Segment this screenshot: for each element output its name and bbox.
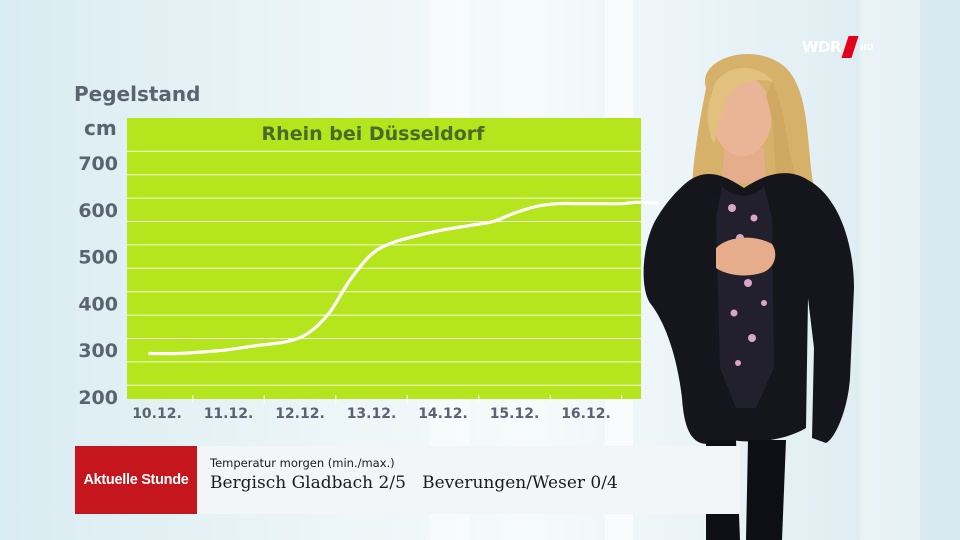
hd-badge: HD — [860, 42, 874, 52]
series-line — [148, 200, 660, 356]
lower-third: Aktuelle Stunde Temperatur morgen (min./… — [75, 446, 740, 514]
y-axis-unit: cm — [84, 116, 117, 140]
channel-logo: WDR HD — [802, 36, 874, 58]
y-tick-label: 400 — [78, 293, 118, 315]
y-tick-label: 300 — [78, 340, 118, 362]
y-tick-label: 200 — [78, 387, 118, 409]
x-tick-label: 10.12. — [132, 406, 182, 422]
lower-third-caption: Temperatur morgen (min./max.) — [210, 456, 395, 470]
x-tick-label: 14.12. — [418, 406, 468, 422]
y-axis-ticks: 200 300 400 500 600 700 — [78, 153, 118, 409]
y-tick-label: 500 — [78, 247, 118, 269]
grid-lines — [127, 150, 641, 403]
x-tick-label: 15.12. — [490, 406, 540, 422]
x-tick-label: 16.12. — [561, 406, 611, 422]
x-tick-label: 12.12. — [275, 406, 325, 422]
x-tick-label: 11.12. — [204, 406, 254, 422]
plot-background — [127, 118, 641, 399]
x-axis-ticks: 10.12. 11.12. 12.12. 13.12. 14.12. 15.12. 16.1… — [132, 406, 611, 422]
studio-pillar — [860, 0, 920, 540]
y-tick-label: 700 — [78, 153, 118, 175]
program-brand-label: Aktuelle Stunde — [83, 472, 189, 488]
program-brand: Aktuelle Stunde — [75, 446, 197, 514]
y-axis-title: Pegelstand — [74, 82, 201, 106]
chart-title: Rhein bei Düsseldorf — [262, 123, 486, 145]
lower-third-text: Bergisch Gladbach 2/5 Beverungen/Weser 0… — [210, 473, 618, 493]
x-tick-label: 13.12. — [347, 406, 397, 422]
channel-logo-text: WDR — [802, 38, 842, 56]
presenter — [643, 54, 854, 540]
y-tick-label: 600 — [78, 200, 118, 222]
lower-third-textbox: Temperatur morgen (min./max.) Bergisch G… — [197, 446, 740, 514]
